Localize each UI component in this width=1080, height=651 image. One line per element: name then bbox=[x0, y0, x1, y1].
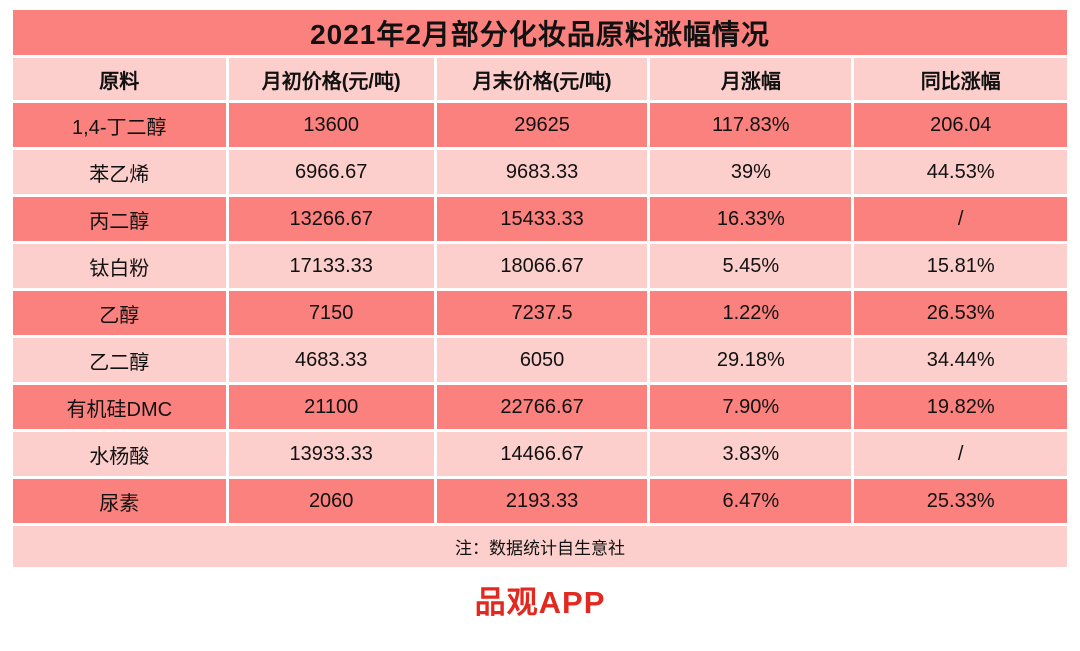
cell-yoy-change: / bbox=[854, 197, 1067, 241]
cell-price-start: 2060 bbox=[228, 479, 434, 523]
cell-price-start: 7150 bbox=[228, 291, 434, 335]
cell-material: 有机硅DMC bbox=[13, 385, 226, 429]
table-head: 2021年2月部分化妆品原料涨幅情况 原料 月初价格(元/吨) 月末价格(元/吨… bbox=[13, 10, 1067, 100]
cell-yoy-change: 206.04 bbox=[854, 103, 1067, 147]
column-header-price-start: 月初价格(元/吨) bbox=[228, 58, 434, 100]
cell-price-end: 29625 bbox=[436, 103, 648, 147]
title-row: 2021年2月部分化妆品原料涨幅情况 bbox=[13, 10, 1067, 55]
table-row: 水杨酸 13933.33 14466.67 3.83% / bbox=[13, 432, 1067, 476]
table-row: 尿素 2060 2193.33 6.47% 25.33% bbox=[13, 479, 1067, 523]
cell-price-start: 13266.67 bbox=[228, 197, 434, 241]
cell-month-change: 5.45% bbox=[650, 244, 852, 288]
table-body: 1,4-丁二醇 13600 29625 117.83% 206.04 苯乙烯 6966.67… bbox=[13, 103, 1067, 523]
table-row: 1,4-丁二醇 13600 29625 117.83% 206.04 bbox=[13, 103, 1067, 147]
cell-yoy-change: 15.81% bbox=[854, 244, 1067, 288]
cell-price-end: 18066.67 bbox=[436, 244, 648, 288]
cell-price-end: 6050 bbox=[436, 338, 648, 382]
cell-month-change: 29.18% bbox=[650, 338, 852, 382]
cell-yoy-change: 34.44% bbox=[854, 338, 1067, 382]
footer: 品观APP bbox=[0, 570, 1080, 628]
price-table: 2021年2月部分化妆品原料涨幅情况 原料 月初价格(元/吨) 月末价格(元/吨… bbox=[10, 7, 1070, 570]
cell-price-start: 17133.33 bbox=[228, 244, 434, 288]
cell-yoy-change: 44.53% bbox=[854, 150, 1067, 194]
data-source-note: 注：数据统计自生意社 bbox=[13, 526, 1067, 567]
cell-price-start: 4683.33 bbox=[228, 338, 434, 382]
table-row: 有机硅DMC 21100 22766.67 7.90% 19.82% bbox=[13, 385, 1067, 429]
cell-price-end: 22766.67 bbox=[436, 385, 648, 429]
cell-price-start: 21100 bbox=[228, 385, 434, 429]
cell-price-end: 7237.5 bbox=[436, 291, 648, 335]
cell-price-start: 13933.33 bbox=[228, 432, 434, 476]
brand-logo-text: 品观APP bbox=[474, 584, 606, 620]
cell-month-change: 16.33% bbox=[650, 197, 852, 241]
table-row: 苯乙烯 6966.67 9683.33 39% 44.53% bbox=[13, 150, 1067, 194]
cell-material: 丙二醇 bbox=[13, 197, 226, 241]
cell-material: 苯乙烯 bbox=[13, 150, 226, 194]
cell-material: 乙二醇 bbox=[13, 338, 226, 382]
table-row: 乙醇 7150 7237.5 1.22% 26.53% bbox=[13, 291, 1067, 335]
note-row: 注：数据统计自生意社 bbox=[13, 526, 1067, 567]
column-header-price-end: 月末价格(元/吨) bbox=[436, 58, 648, 100]
column-header-month-change: 月涨幅 bbox=[650, 58, 852, 100]
cell-month-change: 117.83% bbox=[650, 103, 852, 147]
cell-material: 钛白粉 bbox=[13, 244, 226, 288]
cell-material: 水杨酸 bbox=[13, 432, 226, 476]
cell-yoy-change: 25.33% bbox=[854, 479, 1067, 523]
cell-material: 尿素 bbox=[13, 479, 226, 523]
column-header-yoy-change: 同比涨幅 bbox=[854, 58, 1067, 100]
cell-month-change: 1.22% bbox=[650, 291, 852, 335]
header-row: 原料 月初价格(元/吨) 月末价格(元/吨) 月涨幅 同比涨幅 bbox=[13, 58, 1067, 100]
cell-yoy-change: / bbox=[854, 432, 1067, 476]
cell-price-start: 13600 bbox=[228, 103, 434, 147]
cell-month-change: 6.47% bbox=[650, 479, 852, 523]
cell-price-end: 9683.33 bbox=[436, 150, 648, 194]
cell-price-end: 2193.33 bbox=[436, 479, 648, 523]
cell-yoy-change: 19.82% bbox=[854, 385, 1067, 429]
cell-material: 1,4-丁二醇 bbox=[13, 103, 226, 147]
cell-material: 乙醇 bbox=[13, 291, 226, 335]
cell-yoy-change: 26.53% bbox=[854, 291, 1067, 335]
column-header-material: 原料 bbox=[13, 58, 226, 100]
cell-month-change: 3.83% bbox=[650, 432, 852, 476]
table-row: 乙二醇 4683.33 6050 29.18% 34.44% bbox=[13, 338, 1067, 382]
cell-month-change: 39% bbox=[650, 150, 852, 194]
table-row: 钛白粉 17133.33 18066.67 5.45% 15.81% bbox=[13, 244, 1067, 288]
table-title: 2021年2月部分化妆品原料涨幅情况 bbox=[13, 10, 1067, 55]
table-row: 丙二醇 13266.67 15433.33 16.33% / bbox=[13, 197, 1067, 241]
table-foot: 注：数据统计自生意社 bbox=[13, 526, 1067, 567]
cell-month-change: 7.90% bbox=[650, 385, 852, 429]
cell-price-end: 14466.67 bbox=[436, 432, 648, 476]
cell-price-start: 6966.67 bbox=[228, 150, 434, 194]
cell-price-end: 15433.33 bbox=[436, 197, 648, 241]
